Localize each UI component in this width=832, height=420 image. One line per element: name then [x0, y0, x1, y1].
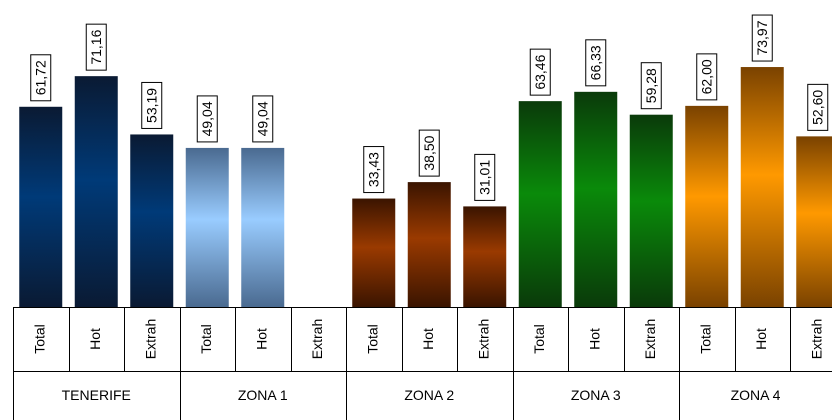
tick-label-total: Total [364, 324, 380, 354]
data-label-box [141, 81, 163, 129]
data-label: 52,60 [807, 83, 829, 131]
data-label: 73,97 [751, 14, 773, 62]
bar-zona-1-hot [241, 147, 285, 307]
bars-layer: 61,72 71,16 53,19 49,04 49,04 33,43 38,50 31,01… [19, 14, 832, 308]
data-label-box [529, 48, 551, 96]
data-label-text: 31,01 [476, 160, 492, 195]
data-label-box [252, 95, 274, 143]
tick-label-extrah: Extrah [475, 319, 491, 359]
data-label-box [696, 53, 718, 101]
bar-zona-4-extrah [796, 136, 832, 307]
bar-tenerife-hot [74, 76, 118, 308]
tick-label-total: Total [531, 324, 547, 354]
data-label-text: 63,46 [532, 54, 548, 89]
data-label-text: 61,72 [32, 60, 48, 95]
data-label-box [363, 146, 385, 194]
data-label-box [585, 39, 607, 87]
data-label: 63,46 [529, 48, 551, 96]
bar-zona-2-hot [407, 182, 451, 307]
bar-zona-4-hot [740, 67, 784, 307]
tick-label-extrah: Extrah [642, 319, 658, 359]
bar-zona-3-hot [574, 91, 618, 308]
group-label-tenerife: TENERIFE [62, 387, 131, 403]
data-label-text: 52,60 [809, 90, 825, 125]
tick-label-hot: Hot [420, 328, 436, 350]
data-label-box [751, 14, 773, 62]
bar-zona-2-total [352, 198, 396, 307]
bar-zona-3-extrah [629, 114, 673, 307]
bar-zona-1-total [185, 147, 229, 307]
data-label-text: 73,97 [754, 20, 770, 55]
data-label: 49,04 [196, 95, 218, 143]
data-label-box [640, 62, 662, 110]
group-label-zona-3: ZONA 3 [571, 387, 621, 403]
data-label: 33,43 [363, 146, 385, 194]
data-label-text: 66,33 [587, 45, 603, 80]
data-label: 31,01 [474, 153, 496, 201]
tick-label-extrah: Extrah [309, 319, 325, 359]
data-label-text: 33,43 [365, 152, 381, 187]
tick-label-hot: Hot [253, 328, 269, 350]
data-label: 66,33 [585, 39, 607, 87]
data-label: 53,19 [141, 81, 163, 129]
data-label-text: 59,28 [643, 68, 659, 103]
tick-label-extrah: Extrah [142, 319, 158, 359]
bar-tenerife-extrah [130, 134, 174, 307]
data-label: 38,50 [418, 129, 440, 177]
bar-tenerife-total [19, 106, 63, 307]
data-label-text: 53,19 [143, 88, 159, 123]
data-label-box [418, 129, 440, 177]
tick-label-total: Total [198, 324, 214, 354]
bar-zona-4-total [685, 105, 729, 307]
data-label: 49,04 [252, 95, 274, 143]
tick-label-total: Total [31, 324, 47, 354]
tick-label-hot: Hot [586, 328, 602, 350]
data-label-box [807, 83, 829, 131]
tick-label-hot: Hot [753, 328, 769, 350]
data-label: 61,72 [30, 54, 52, 102]
data-label-box [85, 23, 107, 71]
tick-label-hot: Hot [87, 328, 103, 350]
data-label: 62,00 [696, 53, 718, 101]
data-label: 59,28 [640, 62, 662, 110]
data-label-text: 62,00 [698, 59, 714, 94]
bar-zona-2-extrah [463, 206, 507, 307]
group-label-zona-1: ZONA 1 [238, 387, 288, 403]
tick-label-total: Total [697, 324, 713, 354]
data-label-text: 38,50 [421, 135, 437, 170]
data-label-box [196, 95, 218, 143]
group-label-zona-4: ZONA 4 [731, 387, 781, 403]
tick-label-extrah: Extrah [808, 319, 824, 359]
data-label-box [30, 54, 52, 102]
bar-zona-3-total [518, 101, 562, 307]
data-label-text: 71,16 [88, 29, 104, 64]
data-label-text: 49,04 [199, 101, 215, 136]
data-label: 71,16 [85, 23, 107, 71]
group-label-zona-2: ZONA 2 [404, 387, 454, 403]
category-table: Total Hot Extrah TENERIFE Total Hot Extrah ZONA… [13, 307, 832, 420]
data-label-box [474, 153, 496, 201]
data-label-text: 49,04 [254, 101, 270, 136]
